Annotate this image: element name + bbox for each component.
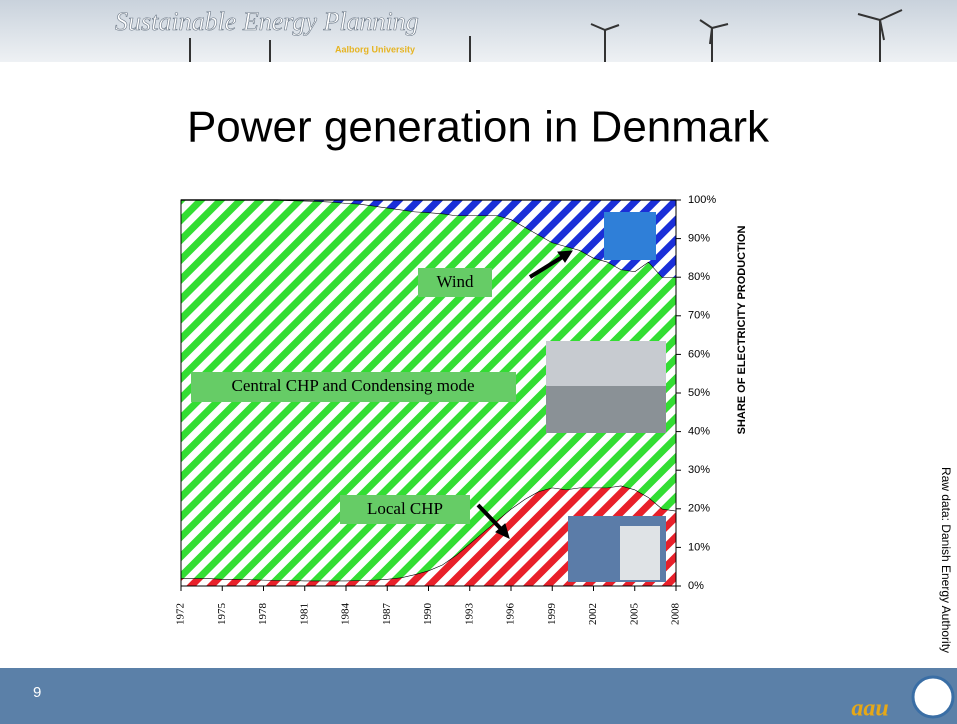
- x-tick-label: 1972: [175, 603, 187, 625]
- header-title: Sustainable Energy Planning: [115, 7, 419, 36]
- y-axis-label: SHARE OF ELECTRICITY PRODUCTION: [736, 226, 748, 435]
- label-box: [191, 372, 516, 402]
- y-tick-label: 10%: [688, 541, 710, 553]
- y-tick-label: 0%: [688, 580, 704, 592]
- x-tick-label: 1999: [546, 603, 558, 626]
- area-fill: [181, 485, 676, 586]
- x-tick-label: 2005: [628, 603, 640, 626]
- y-tick-label: 30%: [688, 464, 710, 476]
- y-tick-label: 90%: [688, 233, 710, 245]
- page-number: 9: [33, 684, 41, 701]
- arrows: [476, 250, 573, 539]
- turbines: [189, 9, 903, 62]
- y-tick-label: 80%: [688, 271, 710, 283]
- area-fill: [181, 200, 676, 278]
- x-tick-label: 1984: [340, 603, 352, 626]
- source-note: Raw data: Danish Energy Authority: [939, 467, 953, 653]
- y-tick-label: 70%: [688, 310, 710, 322]
- x-tick-label: 1978: [257, 603, 269, 626]
- y-tick-label: 20%: [688, 503, 710, 515]
- x-tick-label: 1990: [422, 603, 434, 626]
- x-tick-label: 1981: [298, 603, 310, 625]
- photo-wind-turbine: [604, 212, 656, 260]
- slide-title: Power generation in Denmark: [187, 103, 770, 152]
- label-box: [340, 495, 470, 524]
- x-tick-label: 2008: [670, 603, 682, 626]
- logo-text: aau: [851, 696, 888, 722]
- label-box: [418, 268, 492, 297]
- y-tick-label: 40%: [688, 426, 710, 438]
- header-band: [0, 0, 957, 62]
- x-tick-label: 1993: [463, 603, 475, 626]
- y-tick-label: 100%: [688, 194, 716, 206]
- y-tick-label: 50%: [688, 387, 710, 399]
- x-tick-label: 1996: [505, 603, 517, 626]
- header-subtitle: Aalborg University: [335, 44, 415, 54]
- photo-tank: [620, 526, 660, 580]
- y-tick-label: 60%: [688, 348, 710, 360]
- photo-sky: [546, 341, 666, 386]
- annotation: Wind: [436, 272, 474, 291]
- footer-band: [0, 668, 957, 724]
- logo-emblem: [911, 675, 955, 719]
- annotation: Central CHP and Condensing mode: [231, 376, 474, 395]
- annotation: Local CHP: [367, 499, 443, 518]
- x-tick-label: 1975: [216, 603, 228, 626]
- x-tick-label: 1987: [381, 603, 393, 626]
- x-tick-label: 2002: [587, 603, 599, 625]
